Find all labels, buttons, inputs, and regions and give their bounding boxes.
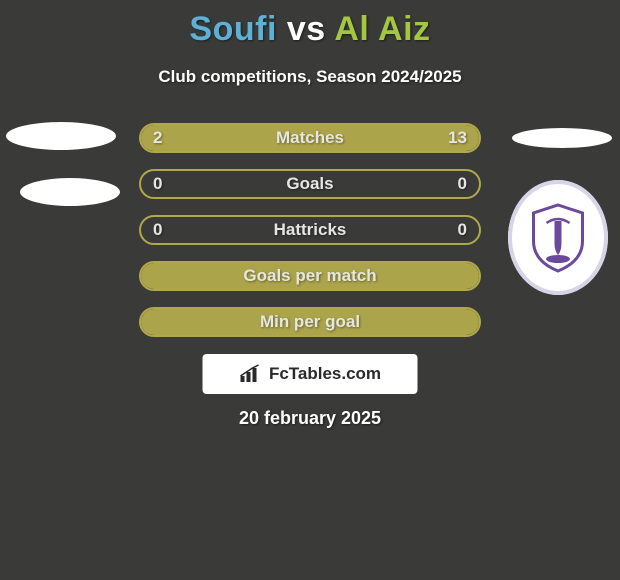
subtitle: Club competitions, Season 2024/2025 bbox=[0, 67, 620, 87]
title-left: Soufi bbox=[189, 10, 276, 48]
title-right: Al Aiz bbox=[334, 10, 430, 48]
bar-label: Goals bbox=[141, 171, 479, 197]
bar-goals: 0 Goals 0 bbox=[139, 169, 481, 199]
page-title: Soufi vs Al Aiz bbox=[0, 0, 620, 49]
bar-value-right: 13 bbox=[448, 125, 467, 151]
bar-label: Goals per match bbox=[141, 263, 479, 289]
date: 20 february 2025 bbox=[0, 408, 620, 429]
bar-matches: 2 Matches 13 bbox=[139, 123, 481, 153]
bar-label: Min per goal bbox=[141, 309, 479, 335]
bar-chart-icon bbox=[239, 364, 265, 384]
bar-value-right: 0 bbox=[458, 217, 467, 243]
logo-text: FcTables.com bbox=[269, 364, 381, 384]
comparison-bars: 2 Matches 13 0 Goals 0 0 Hattricks 0 Goa… bbox=[0, 123, 620, 337]
bar-label: Matches bbox=[141, 125, 479, 151]
fctables-logo: FcTables.com bbox=[203, 354, 418, 394]
bar-hattricks: 0 Hattricks 0 bbox=[139, 215, 481, 245]
bar-value-right: 0 bbox=[458, 171, 467, 197]
bar-min-per-goal: Min per goal bbox=[139, 307, 481, 337]
bar-label: Hattricks bbox=[141, 217, 479, 243]
bar-goals-per-match: Goals per match bbox=[139, 261, 481, 291]
title-vs: vs bbox=[287, 10, 326, 48]
